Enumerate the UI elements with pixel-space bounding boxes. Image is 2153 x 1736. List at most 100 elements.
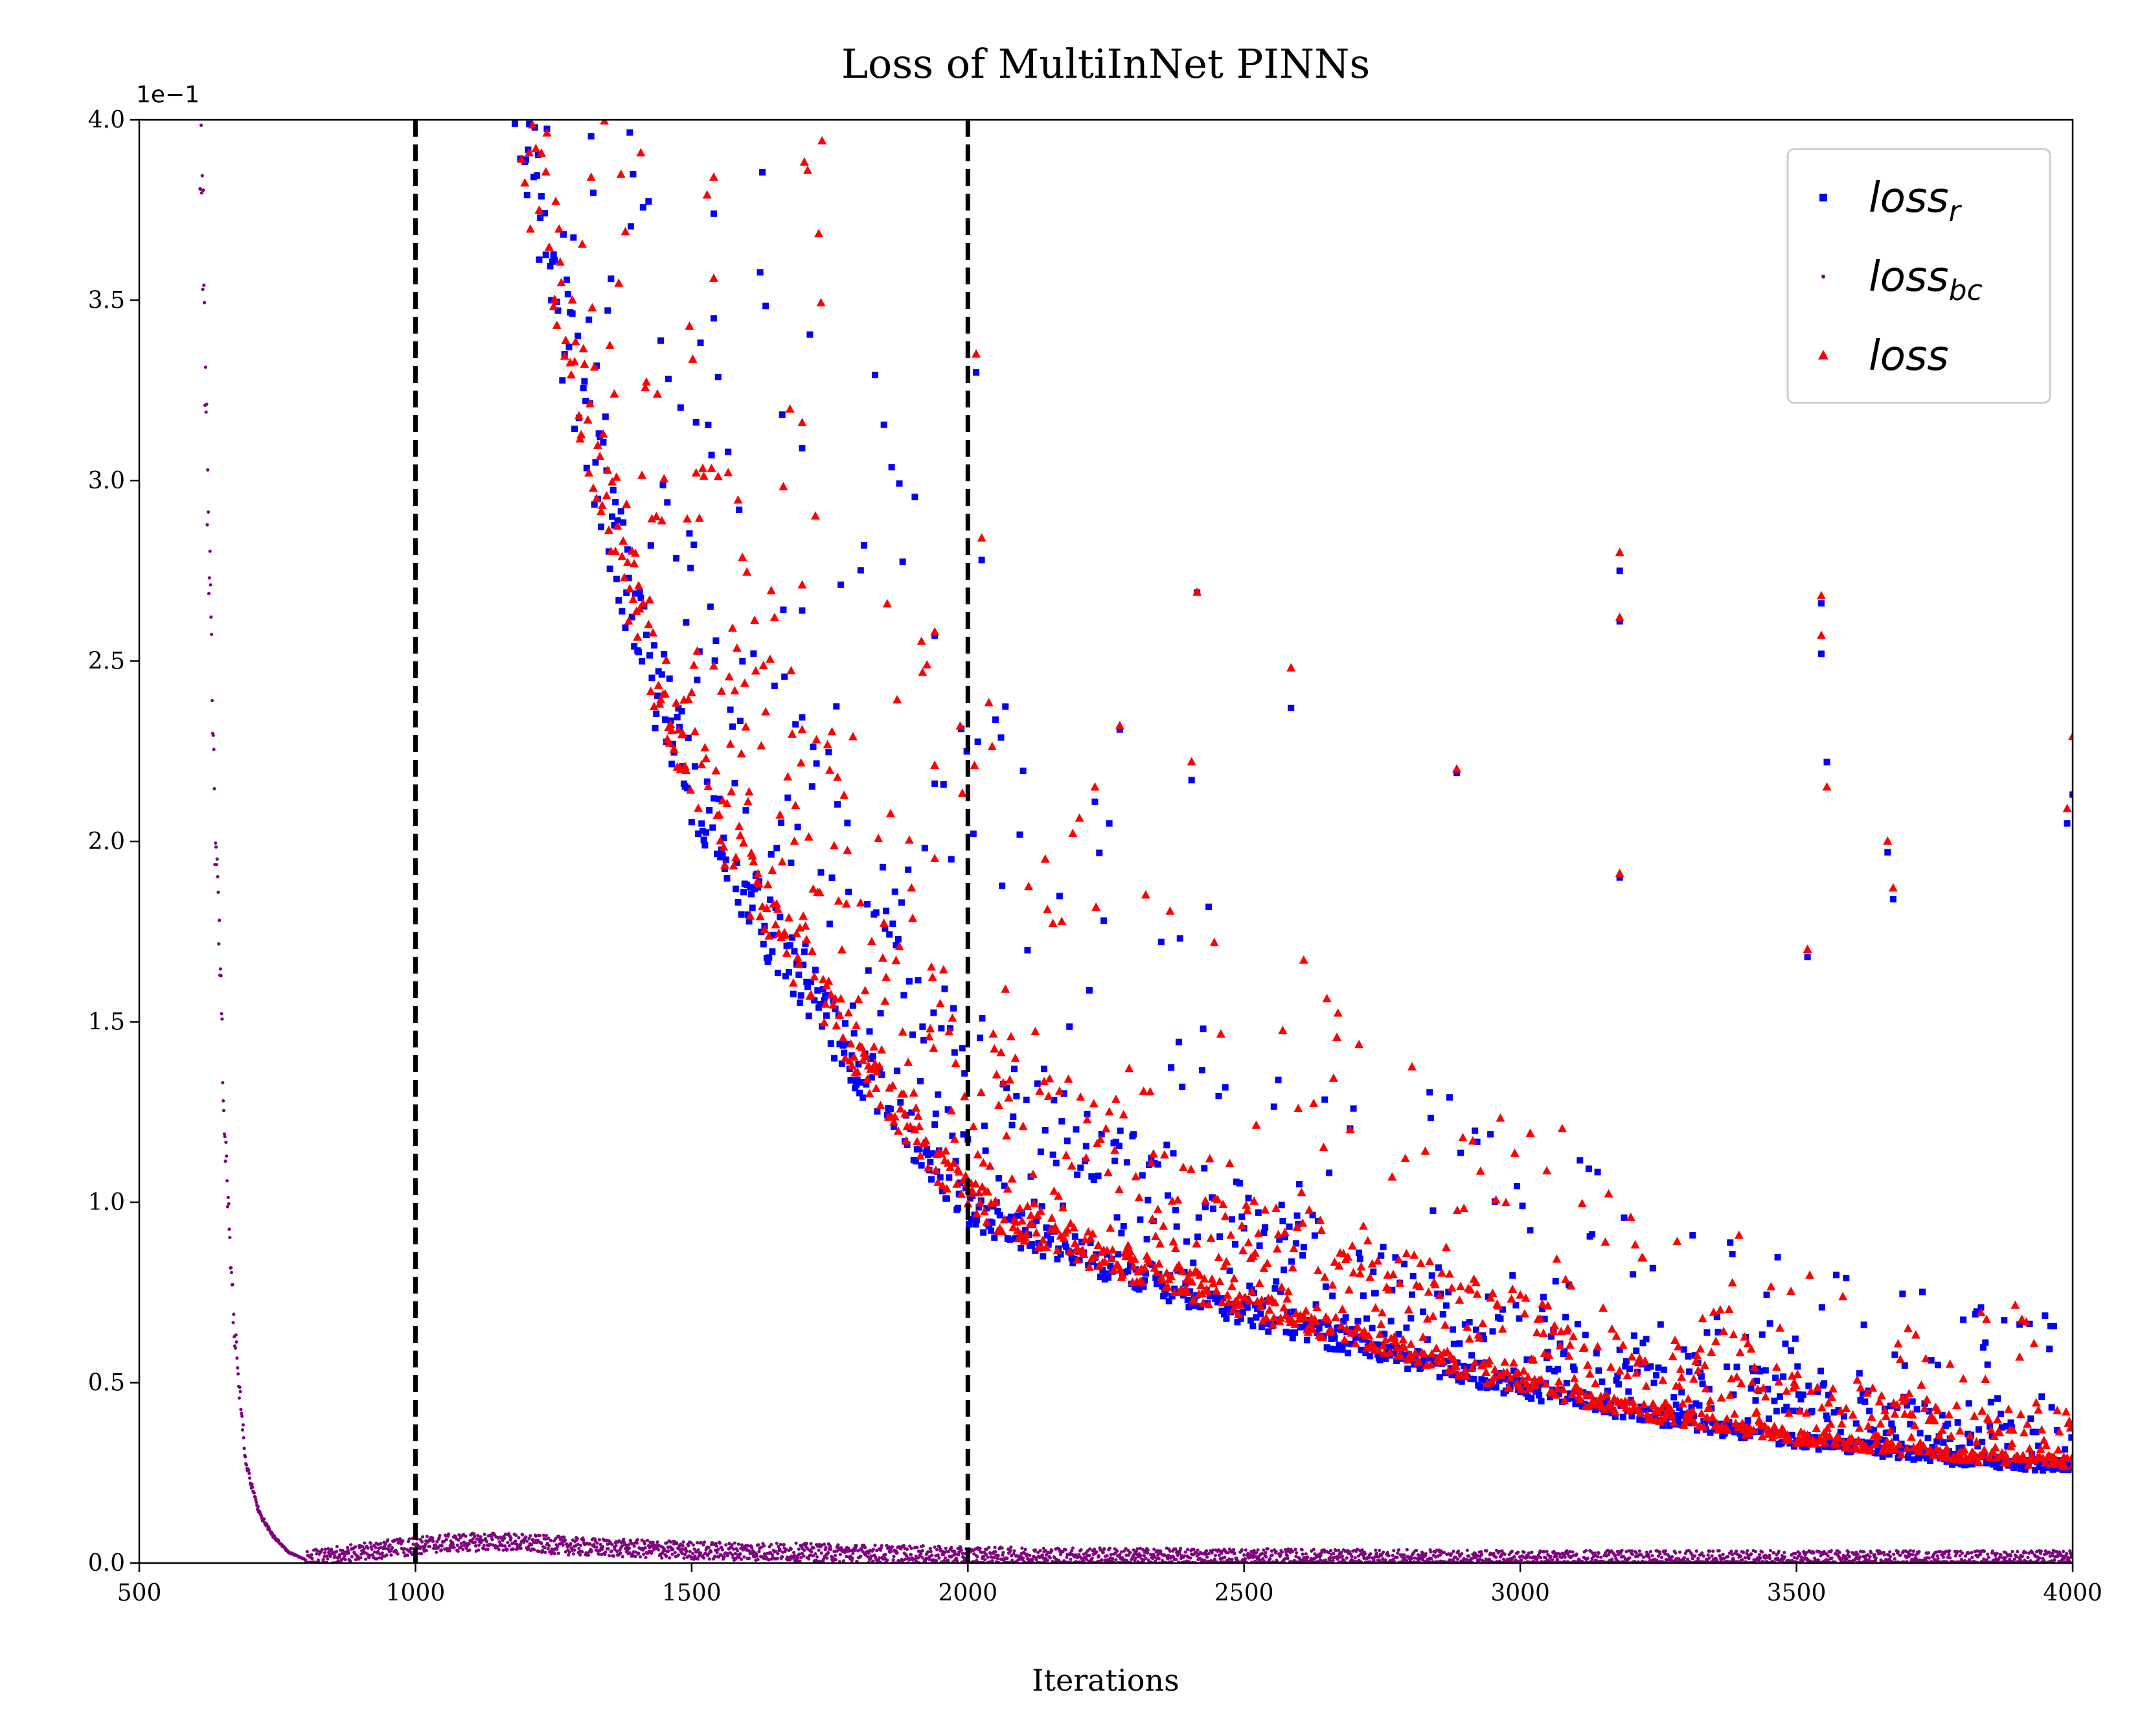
data-point-loss-bc [225, 1179, 229, 1183]
data-point-loss-bc [1525, 1555, 1529, 1560]
data-point-loss-bc [436, 1546, 440, 1550]
data-point-loss-r [834, 801, 841, 808]
data-point-loss-bc [946, 1549, 951, 1554]
data-point-loss-bc [759, 1545, 763, 1549]
data-point-loss-r [1582, 1331, 1589, 1338]
data-point-loss [799, 157, 809, 166]
data-point-loss-r [1077, 1164, 1084, 1171]
data-point-loss-r [736, 507, 743, 514]
data-point-loss-bc [1960, 1551, 1965, 1555]
data-point-loss [633, 632, 643, 641]
data-point-loss-bc [1152, 1548, 1156, 1551]
data-point-loss-r [1447, 1365, 1454, 1372]
data-point-loss-bc [1396, 1551, 1400, 1555]
data-point-loss-bc [431, 1539, 435, 1544]
data-point-loss-r [2036, 1463, 2043, 1470]
data-point-loss-bc [215, 857, 219, 861]
data-point-loss-r [1369, 1325, 1376, 1332]
data-point-loss-bc [1126, 1553, 1131, 1557]
data-point-loss-bc [1558, 1552, 1562, 1556]
data-point-loss-r [1139, 1172, 1146, 1179]
data-point-loss-r [1157, 939, 1165, 946]
data-point-loss-bc [223, 1134, 227, 1139]
data-point-loss-r [541, 210, 548, 217]
data-point-loss [716, 836, 725, 845]
data-point-loss-bc [473, 1544, 477, 1548]
data-point-loss-r [868, 1074, 875, 1081]
data-point-loss [555, 257, 565, 266]
data-point-loss-bc [747, 1557, 751, 1560]
data-point-loss-r [1512, 1301, 1520, 1308]
data-point-loss-bc [780, 1555, 784, 1559]
data-point-loss-bc [733, 1541, 736, 1545]
data-point-loss-r [1323, 1344, 1330, 1351]
series-loss-bc [198, 123, 2073, 1563]
data-point-loss-r [844, 819, 851, 827]
data-point-loss-bc [1888, 1550, 1892, 1554]
data-point-loss-r [1234, 1319, 1241, 1326]
data-point-loss-r [1904, 1402, 1911, 1409]
data-point-loss-bc [323, 1551, 327, 1555]
data-point-loss-r [1051, 1097, 1058, 1104]
data-point-loss-r [1439, 1310, 1446, 1318]
data-point-loss-r [1249, 1323, 1257, 1330]
data-point-loss-r [1381, 1331, 1388, 1338]
data-point-loss-r [537, 214, 544, 221]
data-point-loss-r [580, 385, 587, 392]
data-point-loss [637, 470, 647, 479]
data-point-loss [550, 294, 560, 303]
data-point-loss-bc [237, 1396, 241, 1400]
data-point-loss-r [893, 942, 900, 949]
data-point-loss-r [744, 911, 751, 919]
data-point-loss-r [1539, 1305, 1546, 1312]
data-point-loss [750, 615, 760, 624]
data-point-loss-r [2053, 1464, 2060, 1471]
data-point-loss-r [1087, 1239, 1094, 1246]
data-point-loss-r [707, 603, 714, 610]
data-point-loss-r [1142, 1270, 1149, 1277]
data-point-loss-bc [709, 1550, 713, 1554]
data-point-loss [751, 666, 760, 675]
data-point-loss-r [1168, 1064, 1175, 1071]
data-point-loss-r [1545, 1365, 1553, 1373]
data-point-loss-r [1727, 1239, 1734, 1246]
data-point-loss-bc [666, 1549, 670, 1553]
data-point-loss-r [1917, 1430, 1924, 1437]
data-point-loss-bc [1947, 1553, 1951, 1557]
data-point-loss-bc [1189, 1556, 1192, 1560]
data-point-loss-bc [1729, 1549, 1733, 1553]
data-point-loss-bc [1757, 1553, 1762, 1557]
data-point-loss-bc [1001, 1553, 1005, 1557]
data-point-loss-bc [732, 1547, 736, 1551]
data-point-loss-r [1604, 1388, 1611, 1395]
data-point-loss-bc [1042, 1546, 1045, 1550]
data-point-loss-r [1472, 1127, 1479, 1134]
data-point-loss-r [1824, 1415, 1831, 1422]
data-point-loss [683, 514, 692, 523]
data-point-loss-bc [1025, 1557, 1029, 1560]
data-point-loss-r [738, 911, 745, 918]
data-point-loss-bc [540, 1541, 543, 1546]
data-point-loss-bc [1738, 1554, 1743, 1559]
data-point-loss-r [1426, 1089, 1433, 1096]
data-point-loss-bc [529, 1534, 532, 1538]
data-point-loss-bc [1378, 1548, 1382, 1553]
data-point-loss-r [1686, 1368, 1693, 1375]
data-point-loss-r [1045, 1241, 1052, 1248]
data-point-loss-r [1923, 1455, 1930, 1462]
data-point-loss-bc [1128, 1551, 1132, 1555]
data-point-loss-r [1038, 1203, 1045, 1210]
data-point-loss-bc [1167, 1553, 1170, 1557]
data-point-loss-bc [336, 1559, 340, 1563]
data-point-loss-r [1818, 1304, 1825, 1311]
data-point-loss-r [1483, 1384, 1490, 1391]
data-point-loss-r [1457, 1149, 1464, 1156]
data-point-loss-r [1007, 1213, 1014, 1220]
data-point-loss-r [590, 189, 597, 196]
series-loss [517, 120, 2073, 1470]
data-point-loss-bc [1121, 1556, 1124, 1560]
data-point-loss-r [676, 724, 683, 731]
data-point-loss-r [1964, 1430, 1971, 1437]
data-point-loss-bc [1882, 1553, 1886, 1557]
data-point-loss-r [965, 1221, 972, 1228]
